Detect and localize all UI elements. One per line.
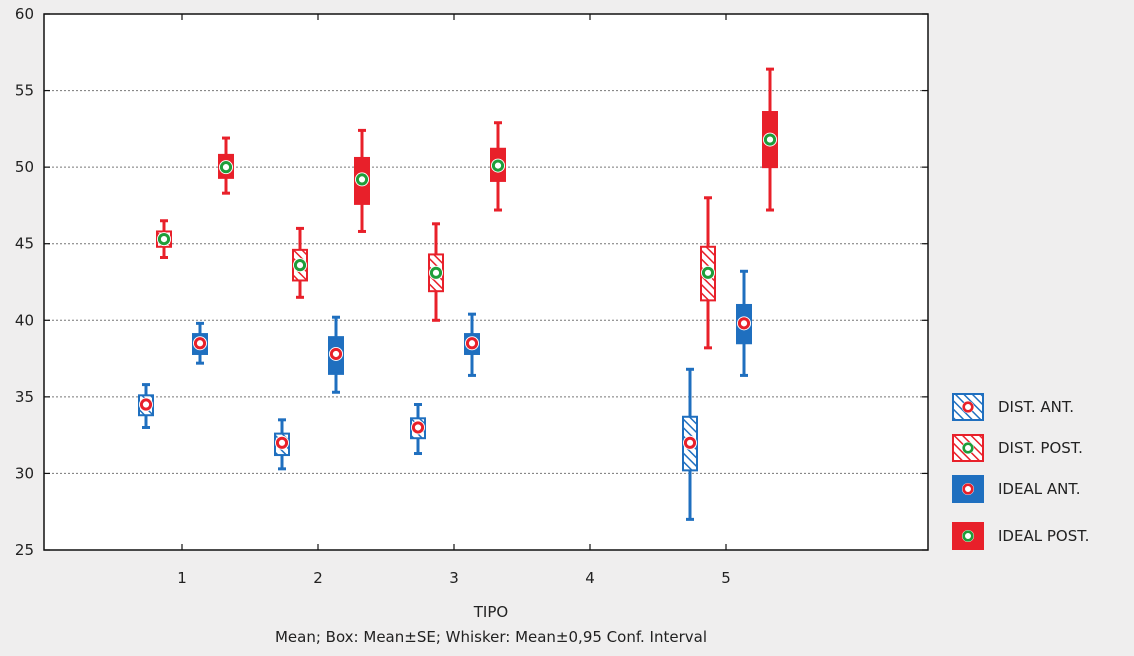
mean-marker	[275, 436, 289, 449]
box-group-dist-post	[156, 219, 172, 259]
y-tick-label: 50	[15, 158, 34, 176]
chart-caption: Mean; Box: Mean±SE; Whisker: Mean±0,95 C…	[275, 628, 707, 646]
y-tick-label: 30	[15, 464, 34, 482]
box-group-dist-ant	[410, 403, 426, 456]
legend-item-dist-ant: DIST. ANT.	[952, 393, 1074, 421]
mean-marker	[465, 337, 479, 350]
legend-label: IDEAL ANT.	[998, 480, 1080, 498]
mean-marker	[701, 266, 715, 279]
mean-marker	[157, 233, 171, 246]
y-axis: 25 30 35 40 45 50 55 60	[15, 5, 928, 559]
y-tick-label: 25	[15, 541, 34, 559]
x-axis: 1 2 3 4 5	[177, 14, 731, 587]
mean-marker	[193, 337, 207, 350]
box-group-dist-post	[292, 226, 308, 299]
y-tick-label: 35	[15, 388, 34, 406]
box-group-dist-post	[700, 196, 716, 350]
legend-label: DIST. POST.	[998, 439, 1083, 457]
mean-marker	[139, 398, 153, 411]
mean-marker	[411, 421, 425, 434]
mean-marker	[429, 266, 443, 279]
box-group-dist-post	[428, 222, 444, 322]
box-group-dist-ant	[682, 367, 698, 521]
box-group-ideal-post	[762, 67, 778, 212]
legend-item-ideal-post: IDEAL POST.	[952, 522, 1089, 550]
box-group-dist-ant	[274, 418, 290, 471]
grid-lines	[44, 90, 928, 474]
x-tick-label: 1	[177, 569, 187, 587]
mean-marker	[293, 259, 307, 272]
box-group-ideal-ant	[464, 312, 480, 377]
mean-marker	[219, 161, 233, 174]
x-tick-label: 2	[313, 569, 323, 587]
legend-marker	[962, 483, 974, 495]
chart-marks	[138, 67, 778, 521]
legend: DIST. ANT. DIST. POST. IDEAL ANT. IDEAL POS…	[952, 393, 1089, 550]
box-group-ideal-ant	[736, 269, 752, 377]
legend-marker	[962, 442, 974, 454]
mean-marker	[329, 347, 343, 361]
y-tick-label: 45	[15, 235, 34, 253]
mean-marker	[763, 133, 777, 146]
x-tick-label: 5	[721, 569, 731, 587]
mean-marker	[737, 317, 751, 330]
box-group-ideal-post	[218, 136, 234, 195]
mean-marker	[355, 173, 369, 186]
y-tick-label: 55	[15, 82, 34, 100]
x-tick-label: 3	[449, 569, 459, 587]
box-group-ideal-ant	[192, 321, 208, 365]
legend-label: IDEAL POST.	[998, 527, 1089, 545]
legend-marker	[962, 401, 974, 413]
box-group-ideal-post	[490, 121, 506, 212]
legend-item-dist-post: DIST. POST.	[952, 434, 1083, 462]
legend-item-ideal-ant: IDEAL ANT.	[952, 475, 1080, 503]
mean-marker	[491, 159, 505, 172]
legend-label: DIST. ANT.	[998, 398, 1074, 416]
plot-area	[44, 14, 928, 550]
x-axis-title: TIPO	[473, 603, 508, 621]
y-tick-label: 40	[15, 311, 34, 329]
x-tick-label: 4	[585, 569, 595, 587]
mean-marker	[683, 436, 697, 449]
box-group-ideal-ant	[328, 315, 344, 394]
box-group-ideal-post	[354, 128, 370, 233]
box-group-dist-ant	[138, 383, 154, 429]
legend-marker	[962, 530, 974, 542]
plot-frame	[43, 13, 929, 551]
y-tick-label: 60	[15, 5, 34, 23]
